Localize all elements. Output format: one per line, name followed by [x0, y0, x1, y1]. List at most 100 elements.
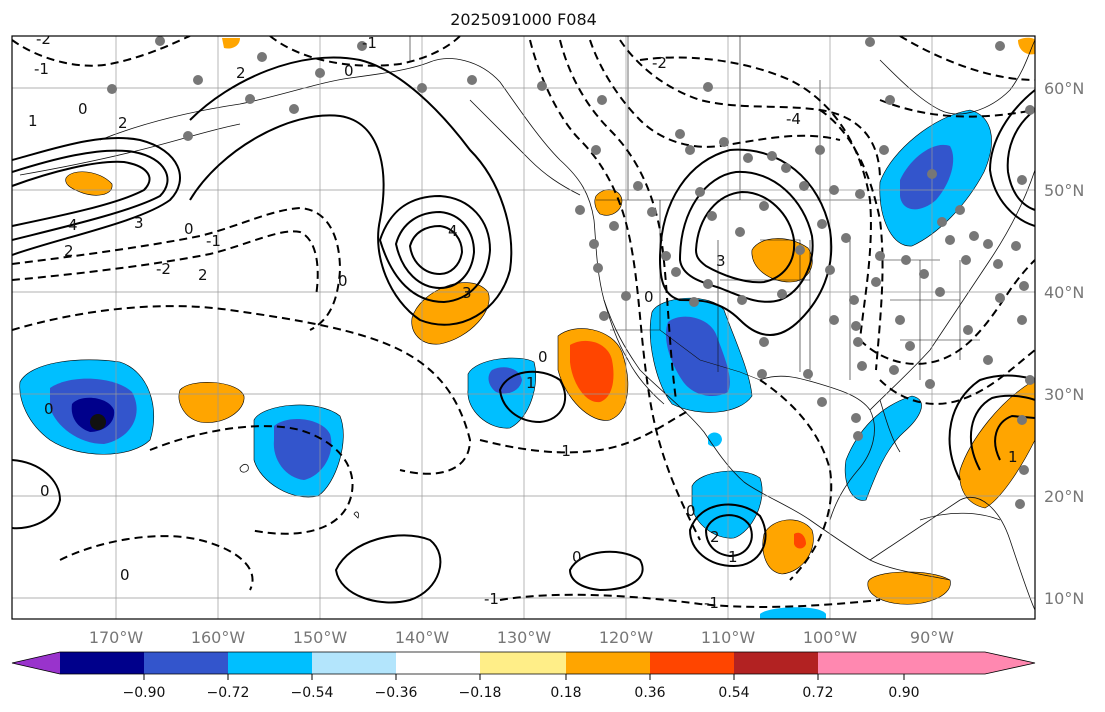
map-area [12, 36, 1035, 619]
contour-label: 1 [728, 548, 738, 566]
lat-label-60n: 60°N [1044, 79, 1084, 98]
lat-label-40n: 40°N [1044, 283, 1084, 302]
negative-contours [12, 36, 1035, 608]
contour-label: 0 [44, 400, 54, 418]
contour-subtropical-high-2 [568, 550, 644, 592]
station-dots [107, 36, 1035, 509]
colorbar-segment [818, 652, 904, 674]
contour-label: 2 [64, 242, 74, 260]
border-us-mexico [610, 329, 761, 381]
contour-label: 0 [538, 348, 548, 366]
colorbar-tick-label: 0.18 [550, 685, 581, 701]
lon-label-120w: 120°W [599, 628, 654, 647]
map-frame [11, 35, 1036, 620]
contour-label: 3 [716, 252, 726, 270]
shade-navy-southwest [665, 316, 730, 396]
colorbar-tick-label: −0.72 [207, 685, 250, 701]
contour-east-pacific-high-1 [688, 503, 767, 568]
contour-label: 0 [78, 100, 88, 118]
shade-navy-hawaii [273, 419, 332, 480]
coast-east-us [869, 169, 1035, 411]
contour-ne-high-1 [988, 89, 1035, 227]
colorbar-segment [312, 652, 396, 674]
contour-label: 0 [120, 566, 130, 584]
contour-atlantic-high-2 [969, 394, 1035, 471]
contour-dashed-east-1 [859, 259, 1035, 365]
lon-label-140w: 140°W [395, 628, 450, 647]
contour-label: 0 [40, 482, 50, 500]
colorbar-segment [144, 652, 228, 674]
lat-label-50n: 50°N [1044, 181, 1084, 200]
colorbar-extend-right [904, 652, 1035, 674]
map-title: 2025091000 F084 [450, 10, 597, 29]
colorbar-segment [650, 652, 734, 674]
contour-west-pacific-high [12, 459, 62, 530]
contour-dashed-canada-2 [819, 109, 884, 371]
shade-black-core [90, 414, 106, 430]
contour-dashed-trough-3 [589, 39, 841, 148]
contour-label: 2 [118, 114, 128, 132]
contour-aleutian-low-2 [12, 149, 169, 241]
shaded-regions [19, 37, 1035, 619]
shade-orange-dateline [222, 38, 240, 49]
colorbar-segment [734, 652, 818, 674]
contour-aleutian-low-1 [12, 137, 181, 256]
contour-label: 2 [236, 64, 246, 82]
contour-label: 4 [68, 216, 78, 234]
lat-label-30n: 30°N [1044, 385, 1084, 404]
contour-offshore-high [498, 370, 567, 424]
coastlines [19, 39, 1035, 611]
coast-baja [603, 299, 665, 405]
coast-hudson [879, 39, 1035, 115]
contour-label: -1 [34, 60, 49, 78]
shade-orange-pacific-nw [65, 171, 113, 196]
contour-label: -1 [206, 232, 221, 250]
colorbar-tick-label: 0.72 [802, 685, 833, 701]
island-small [353, 511, 359, 519]
shade-orange-mexico-south [762, 519, 814, 575]
lon-label-130w: 130°W [497, 628, 552, 647]
contour-label: 0 [686, 502, 696, 520]
contour-aleutian-low-3 [12, 160, 151, 227]
coast-gulf-of-mexico [759, 375, 875, 521]
longitude-axis: 170°W 160°W 150°W 140°W 130°W 120°W 110°… [89, 628, 954, 647]
contour-dashed-pacific-1 [12, 305, 472, 475]
colorbar-tick-label: 0.36 [634, 685, 665, 701]
colorbar-extend-left [12, 652, 60, 674]
contour-label: -1 [704, 594, 719, 612]
shade-red-mexico-south [794, 532, 806, 549]
lat-label-20n: 20°N [1044, 487, 1084, 506]
contour-dashed-north-1 [269, 36, 461, 67]
shade-blue-south-edge [760, 607, 826, 619]
contour-dashed-west-2 [12, 230, 319, 297]
colorbar-tick-label: −0.90 [123, 685, 166, 701]
contour-dashed-atlantic-1 [899, 36, 1035, 81]
contour-dashed-central-1 [499, 593, 881, 608]
coast-bc [469, 99, 581, 196]
contour-label: 1 [1008, 448, 1018, 466]
contour-label: 2 [710, 528, 720, 546]
colorbar-tick-label: −0.36 [375, 685, 418, 701]
contour-ne-high-2 [1006, 109, 1035, 211]
colorbar: −0.90 −0.72 −0.54 −0.36 −0.18 0.18 0.36 … [11, 651, 1036, 701]
lon-label-100w: 100°W [803, 628, 858, 647]
lon-label-170w: 170°W [89, 628, 144, 647]
contour-rockies-high-3 [694, 190, 796, 284]
contour-atlantic-high-1 [948, 374, 1035, 481]
colorbar-segment [480, 652, 566, 674]
contour-labels: -2 -1 0 1 2 4 3 2 -1 0 -2 2 4 3 0 2 -1 0… [28, 36, 1018, 612]
positive-contours [12, 56, 1035, 604]
colorbar-outline [11, 651, 1036, 675]
lon-label-110w: 110°W [701, 628, 756, 647]
shade-navy-great-lakes [900, 144, 954, 210]
contour-high-gulf-4 [408, 224, 464, 276]
contour-label: 0 [338, 272, 348, 290]
contour-high-gulf-3 [394, 210, 476, 290]
contour-dashed-mexico-1 [759, 379, 833, 581]
contour-label: 3 [134, 214, 144, 232]
coast-florida [879, 399, 901, 453]
lon-label-150w: 150°W [293, 628, 348, 647]
shade-blue-gulf-stream [844, 395, 922, 501]
contour-dashed-east-2 [879, 349, 1035, 405]
